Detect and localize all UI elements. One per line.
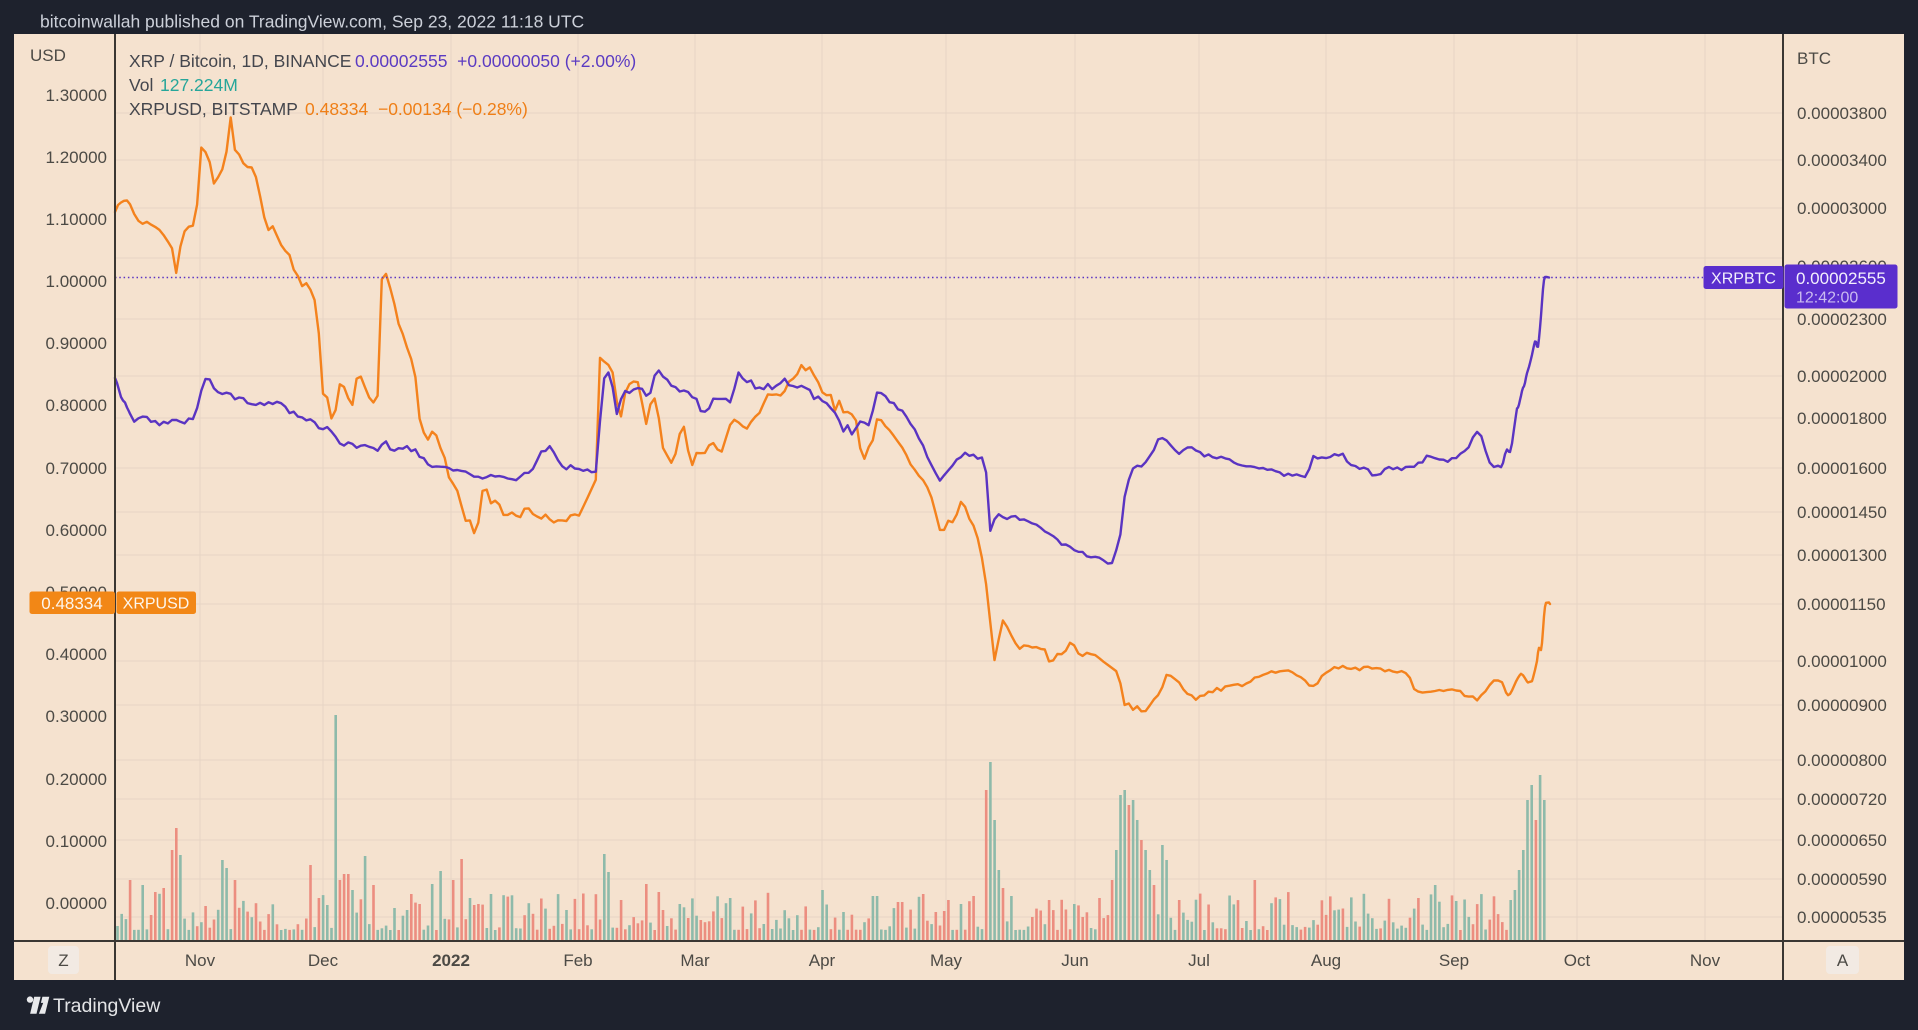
svg-text:XRPBTC: XRPBTC [1711, 271, 1776, 288]
svg-text:12:42:00: 12:42:00 [1796, 290, 1858, 307]
svg-text:XRPUSD, BITSTAMP: XRPUSD, BITSTAMP [129, 99, 298, 119]
svg-text:1.10000: 1.10000 [46, 210, 107, 229]
svg-text:0.00002555: 0.00002555 [1796, 269, 1886, 288]
svg-text:May: May [930, 951, 963, 970]
svg-text:Nov: Nov [1690, 951, 1721, 970]
svg-text:0.40000: 0.40000 [46, 645, 107, 664]
svg-text:0.00001300: 0.00001300 [1797, 546, 1887, 565]
svg-text:1.20000: 1.20000 [46, 148, 107, 167]
svg-text:0.00003800: 0.00003800 [1797, 104, 1887, 123]
svg-text:0.10000: 0.10000 [46, 832, 107, 851]
svg-text:Z: Z [58, 951, 68, 970]
svg-text:Oct: Oct [1564, 951, 1591, 970]
svg-text:Dec: Dec [308, 951, 339, 970]
svg-text:bitcoinwallah published on Tra: bitcoinwallah published on TradingView.c… [40, 12, 584, 32]
svg-text:0.00001800: 0.00001800 [1797, 409, 1887, 428]
svg-text:0.00001600: 0.00001600 [1797, 459, 1887, 478]
svg-text:1.00000: 1.00000 [46, 272, 107, 291]
svg-text:0.00002555 +0.00000050 (+2.00: 0.00002555 +0.00000050 (+2.00%) [355, 51, 636, 71]
svg-text:0.70000: 0.70000 [46, 459, 107, 478]
svg-text:0.00001450: 0.00001450 [1797, 503, 1887, 522]
svg-text:0.00001000: 0.00001000 [1797, 652, 1887, 671]
svg-text:USD: USD [30, 46, 66, 65]
svg-text:Jun: Jun [1061, 951, 1088, 970]
svg-text:0.00000800: 0.00000800 [1797, 751, 1887, 770]
svg-text:0.20000: 0.20000 [46, 770, 107, 789]
svg-text:1.30000: 1.30000 [46, 86, 107, 105]
svg-text:0.00000720: 0.00000720 [1797, 790, 1887, 809]
svg-text:0.00000900: 0.00000900 [1797, 696, 1887, 715]
svg-text:127.224M: 127.224M [160, 75, 238, 95]
svg-text:0.00003000: 0.00003000 [1797, 199, 1887, 218]
svg-text:BTC: BTC [1797, 49, 1831, 68]
svg-text:TradingView: TradingView [53, 995, 161, 1017]
svg-text:0.30000: 0.30000 [46, 707, 107, 726]
svg-text:Sep: Sep [1439, 951, 1469, 970]
svg-text:0.48334: 0.48334 [41, 594, 102, 613]
svg-text:Mar: Mar [680, 951, 710, 970]
svg-text:0.80000: 0.80000 [46, 396, 107, 415]
svg-text:XRP / Bitcoin, 1D, BINANCE: XRP / Bitcoin, 1D, BINANCE [129, 51, 351, 71]
svg-text:0.60000: 0.60000 [46, 521, 107, 540]
svg-text:0.00000535: 0.00000535 [1797, 908, 1887, 927]
svg-text:XRPUSD: XRPUSD [123, 596, 190, 613]
svg-text:A: A [1837, 951, 1849, 970]
svg-text:0.00000: 0.00000 [46, 894, 107, 913]
svg-text:Nov: Nov [185, 951, 216, 970]
svg-text:0.00000650: 0.00000650 [1797, 831, 1887, 850]
svg-text:0.00002300: 0.00002300 [1797, 310, 1887, 329]
svg-text:Feb: Feb [563, 951, 592, 970]
svg-text:0.00001150: 0.00001150 [1797, 595, 1886, 614]
svg-text:Apr: Apr [809, 951, 836, 970]
svg-text:0.00003400: 0.00003400 [1797, 151, 1887, 170]
svg-text:Jul: Jul [1188, 951, 1210, 970]
svg-text:0.48334 −0.00134 (−0.28%): 0.48334 −0.00134 (−0.28%) [305, 99, 528, 119]
svg-text:2022: 2022 [432, 951, 470, 970]
svg-text:0.90000: 0.90000 [46, 334, 107, 353]
svg-text:0.00000590: 0.00000590 [1797, 870, 1887, 889]
svg-text:Aug: Aug [1311, 951, 1341, 970]
svg-text:Vol: Vol [129, 75, 153, 95]
svg-text:0.00002000: 0.00002000 [1797, 367, 1887, 386]
